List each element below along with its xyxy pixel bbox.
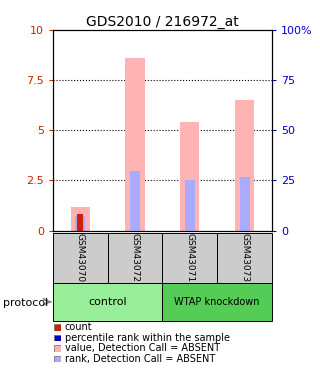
Bar (240, 177, 250, 231)
Bar (162, 283, 272, 321)
Bar (130, 171, 140, 231)
Bar (75, 216, 85, 231)
Bar (108, 232, 162, 283)
Text: count: count (65, 322, 92, 332)
Bar (217, 232, 272, 283)
Text: GSM43070: GSM43070 (76, 233, 85, 282)
Bar (125, 58, 145, 231)
Bar (180, 122, 199, 231)
Text: value, Detection Call = ABSENT: value, Detection Call = ABSENT (65, 344, 220, 353)
Bar (235, 100, 254, 231)
Text: WTAP knockdown: WTAP knockdown (174, 297, 260, 307)
Bar (71, 207, 90, 231)
Text: GSM43072: GSM43072 (131, 233, 140, 282)
Title: GDS2010 / 216972_at: GDS2010 / 216972_at (86, 15, 239, 29)
Text: GSM43073: GSM43073 (240, 233, 249, 282)
Bar (185, 180, 195, 231)
Text: rank, Detection Call = ABSENT: rank, Detection Call = ABSENT (65, 354, 215, 364)
Bar (53, 283, 163, 321)
Bar (162, 232, 217, 283)
Bar (53, 232, 108, 283)
Text: GSM43071: GSM43071 (185, 233, 194, 282)
Text: control: control (88, 297, 127, 307)
Bar (77, 214, 83, 231)
Text: protocol: protocol (3, 298, 48, 308)
Text: percentile rank within the sample: percentile rank within the sample (65, 333, 230, 343)
